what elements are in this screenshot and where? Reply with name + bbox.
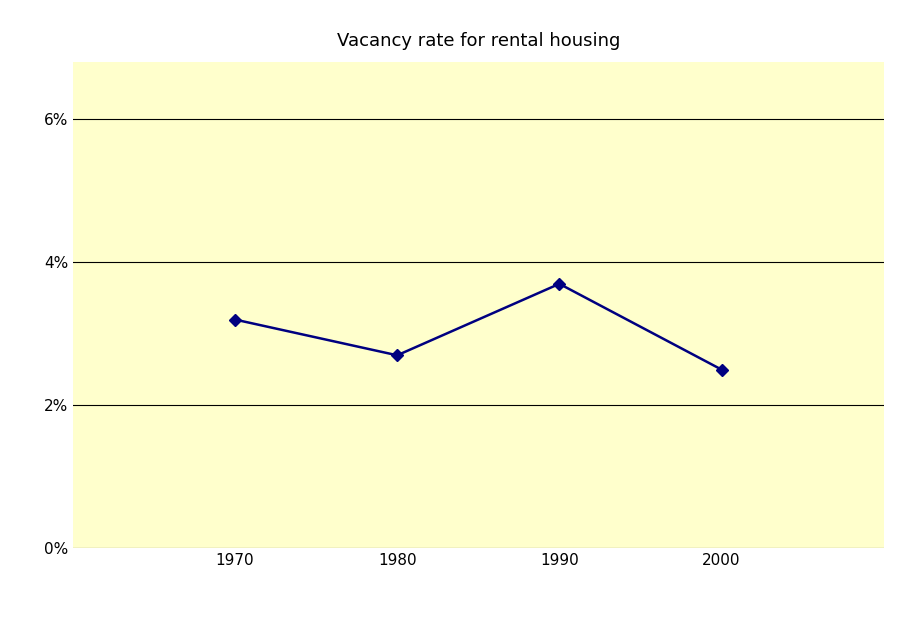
Title: Vacancy rate for rental housing: Vacancy rate for rental housing (336, 32, 620, 50)
